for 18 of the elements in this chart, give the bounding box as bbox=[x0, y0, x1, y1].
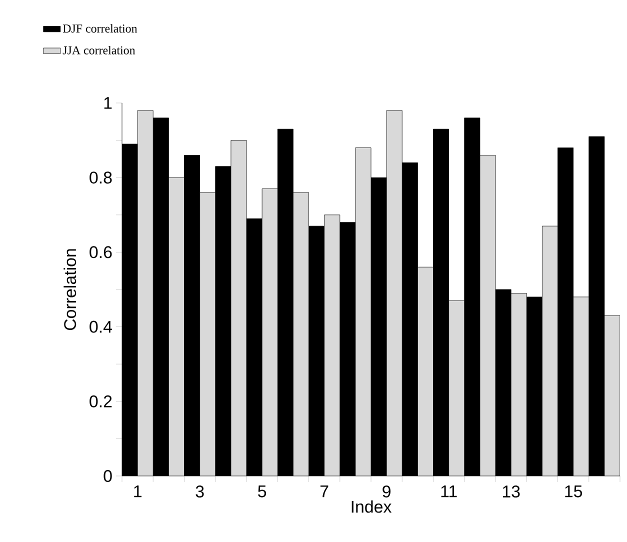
y-tick-label: 0.6 bbox=[90, 246, 112, 258]
x-tick-label: 11 bbox=[441, 486, 457, 498]
y-tick-label: 0.8 bbox=[90, 172, 112, 184]
legend-label: DJF correlation bbox=[62, 24, 138, 33]
x-tick-label: 15 bbox=[565, 486, 582, 498]
x-tick-label: 5 bbox=[258, 486, 266, 498]
x-axis-title: Index bbox=[352, 500, 392, 513]
x-tick-label: 1 bbox=[134, 486, 142, 498]
x-tick-label: 13 bbox=[502, 486, 520, 498]
y-tick-label: 0 bbox=[104, 470, 112, 482]
x-tick-label: 7 bbox=[320, 486, 328, 498]
y-tick-label: 0.4 bbox=[90, 320, 112, 333]
x-tick-label: 9 bbox=[382, 486, 390, 498]
y-tick-label: 1 bbox=[104, 97, 112, 109]
y-tick-label: 0.2 bbox=[90, 395, 112, 408]
y-axis-title: Correlation bbox=[64, 249, 76, 330]
legend-label: JJA correlation bbox=[62, 46, 136, 54]
x-tick-label: 3 bbox=[196, 486, 204, 498]
